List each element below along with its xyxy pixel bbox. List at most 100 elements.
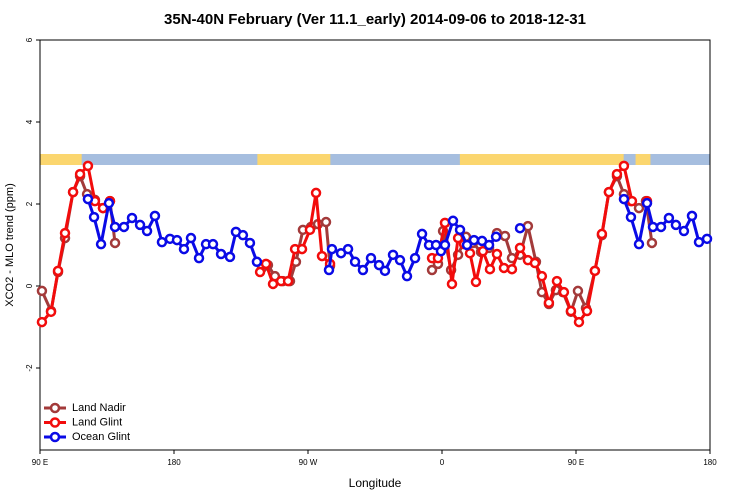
x-axis-label: Longitude	[349, 476, 402, 490]
data-point	[349, 256, 361, 268]
data-point	[237, 229, 249, 241]
data-point	[59, 227, 71, 239]
data-point	[543, 297, 555, 309]
data-point	[678, 225, 690, 237]
data-point	[589, 265, 601, 277]
legend-marker	[49, 402, 61, 414]
data-point	[296, 243, 308, 255]
data-point	[326, 243, 338, 255]
data-point	[254, 266, 266, 278]
y-axis-label: XCO2 - MLO trend (ppm)	[4, 183, 16, 306]
data-point	[470, 276, 482, 288]
data-point	[701, 233, 713, 245]
data-point	[626, 195, 638, 207]
data-point	[491, 248, 503, 260]
data-point	[529, 257, 541, 269]
data-point	[641, 197, 653, 209]
land-band	[635, 154, 651, 165]
data-point	[618, 160, 630, 172]
data-point	[118, 221, 130, 233]
data-point	[251, 256, 263, 268]
data-point	[573, 316, 585, 328]
plot-frame	[39, 39, 711, 451]
y-tick-label: 2	[25, 201, 34, 206]
land-band	[40, 154, 82, 165]
legend-marker	[49, 417, 61, 428]
data-point	[416, 228, 428, 240]
data-point	[365, 252, 377, 264]
data-point	[36, 285, 48, 297]
legend-label: Land Nadir	[72, 402, 126, 414]
data-point	[686, 210, 698, 222]
data-point	[88, 211, 100, 223]
x-tick-label: 90 E	[568, 458, 584, 467]
data-point	[304, 224, 316, 236]
data-point	[461, 239, 473, 251]
ocean-band	[40, 154, 710, 165]
data-point	[103, 197, 115, 209]
data-point	[663, 212, 675, 224]
data-point	[483, 239, 495, 251]
data-point	[109, 237, 121, 249]
data-point	[536, 270, 548, 282]
data-point	[439, 239, 451, 251]
data-point	[67, 186, 79, 198]
legend-marker	[49, 431, 61, 443]
data-point	[215, 248, 227, 260]
data-point	[625, 211, 637, 223]
data-point	[224, 251, 236, 263]
land-band	[459, 154, 624, 165]
data-point	[603, 186, 615, 198]
data-point	[244, 237, 256, 249]
data-point	[498, 262, 510, 274]
data-point	[36, 316, 48, 328]
data-point	[633, 202, 645, 214]
data-point	[193, 252, 205, 264]
data-point	[74, 168, 86, 180]
data-point	[454, 224, 466, 236]
data-point	[109, 221, 121, 233]
data-point	[447, 215, 459, 227]
data-point	[316, 250, 328, 262]
data-point	[95, 238, 107, 250]
data-point	[82, 160, 94, 172]
data-point	[387, 249, 399, 261]
data-point	[565, 305, 577, 317]
x-tick-label: 0	[440, 458, 445, 467]
y-tick-label: 6	[25, 37, 34, 42]
data-point	[342, 243, 354, 255]
data-point	[401, 270, 413, 282]
data-point	[551, 275, 563, 287]
x-tick-label: 90 E	[32, 458, 48, 467]
data-point	[655, 221, 667, 233]
data-point	[141, 225, 153, 237]
legend-label: Ocean Glint	[72, 431, 130, 443]
land-band	[257, 154, 331, 165]
data-point	[693, 236, 705, 248]
data-point	[426, 264, 438, 276]
x-tick-label: 90 W	[299, 458, 318, 467]
data-point	[320, 216, 332, 228]
data-point	[45, 306, 57, 318]
data-point	[506, 263, 518, 275]
x-tick-label: 180	[167, 458, 181, 467]
data-point	[207, 238, 219, 250]
data-point	[82, 193, 94, 205]
data-point	[514, 242, 526, 254]
legend-label: Land Glint	[72, 416, 122, 428]
data-point	[282, 275, 294, 287]
data-point	[310, 187, 322, 199]
data-point	[618, 193, 630, 205]
data-point	[581, 305, 593, 317]
data-point	[611, 168, 623, 180]
data-point	[499, 230, 511, 242]
data-point	[646, 237, 658, 249]
y-tick-label: 0	[25, 283, 34, 288]
chart-title: 35N-40N February (Ver 11.1_early) 2014-0…	[164, 11, 586, 28]
data-point	[171, 234, 183, 246]
x-tick-label: 180	[703, 458, 717, 467]
data-point	[477, 245, 489, 257]
data-point	[185, 232, 197, 244]
data-point	[52, 265, 64, 277]
